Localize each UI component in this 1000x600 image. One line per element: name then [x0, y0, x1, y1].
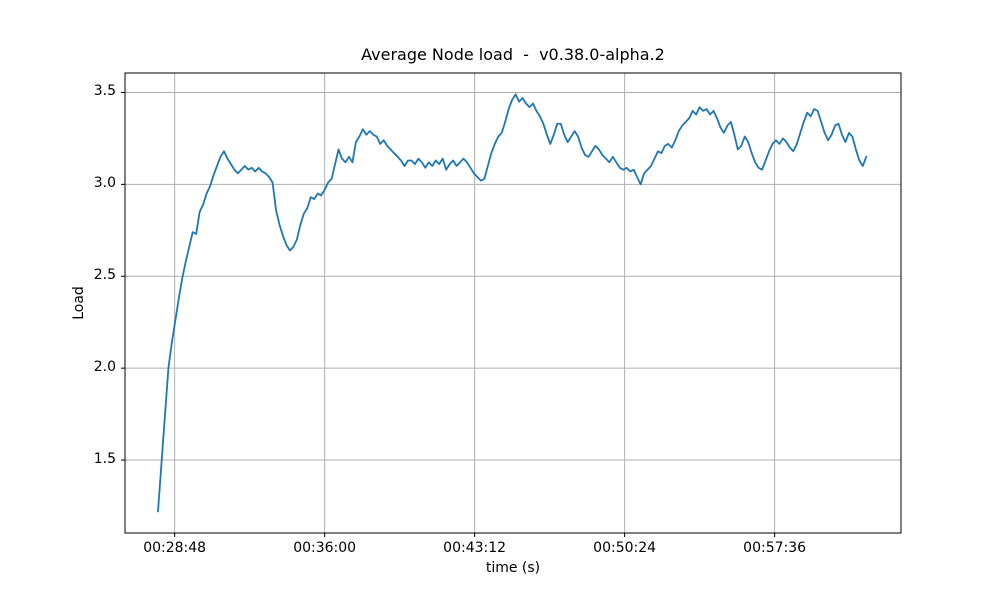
x-tick-label-0: 00:28:48	[143, 540, 207, 556]
y-tick-label-2: 2.5	[93, 267, 116, 284]
y-tick-label-4: 3.5	[93, 83, 116, 100]
x-tick-label-2: 00:43:12	[443, 540, 507, 556]
y-tick-label-0: 1.5	[93, 451, 116, 468]
load-line-series	[157, 93, 868, 513]
x-tick-label-4: 00:57:36	[743, 540, 807, 556]
x-axis-label: time (s)	[485, 560, 541, 576]
y-tick-label-3: 3.0	[93, 175, 116, 192]
axes-spines	[124, 72, 902, 534]
y-axis-label: Load	[71, 286, 87, 320]
chart-title: Average Node load - v0.38.0-alpha.2	[361, 45, 665, 64]
x-tick-label-3: 00:50:24	[593, 540, 657, 556]
y-tick-label-1: 2.0	[93, 359, 116, 376]
x-tick-label-1: 00:36:00	[293, 540, 357, 556]
